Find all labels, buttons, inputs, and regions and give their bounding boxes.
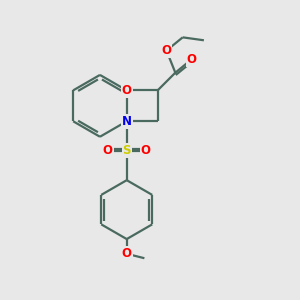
Text: O: O [122, 84, 132, 97]
Text: O: O [103, 144, 112, 157]
Text: N: N [122, 115, 132, 128]
Text: O: O [161, 44, 172, 57]
Text: O: O [122, 247, 132, 260]
Text: S: S [122, 144, 131, 157]
Text: O: O [187, 53, 196, 66]
Text: O: O [141, 144, 151, 157]
